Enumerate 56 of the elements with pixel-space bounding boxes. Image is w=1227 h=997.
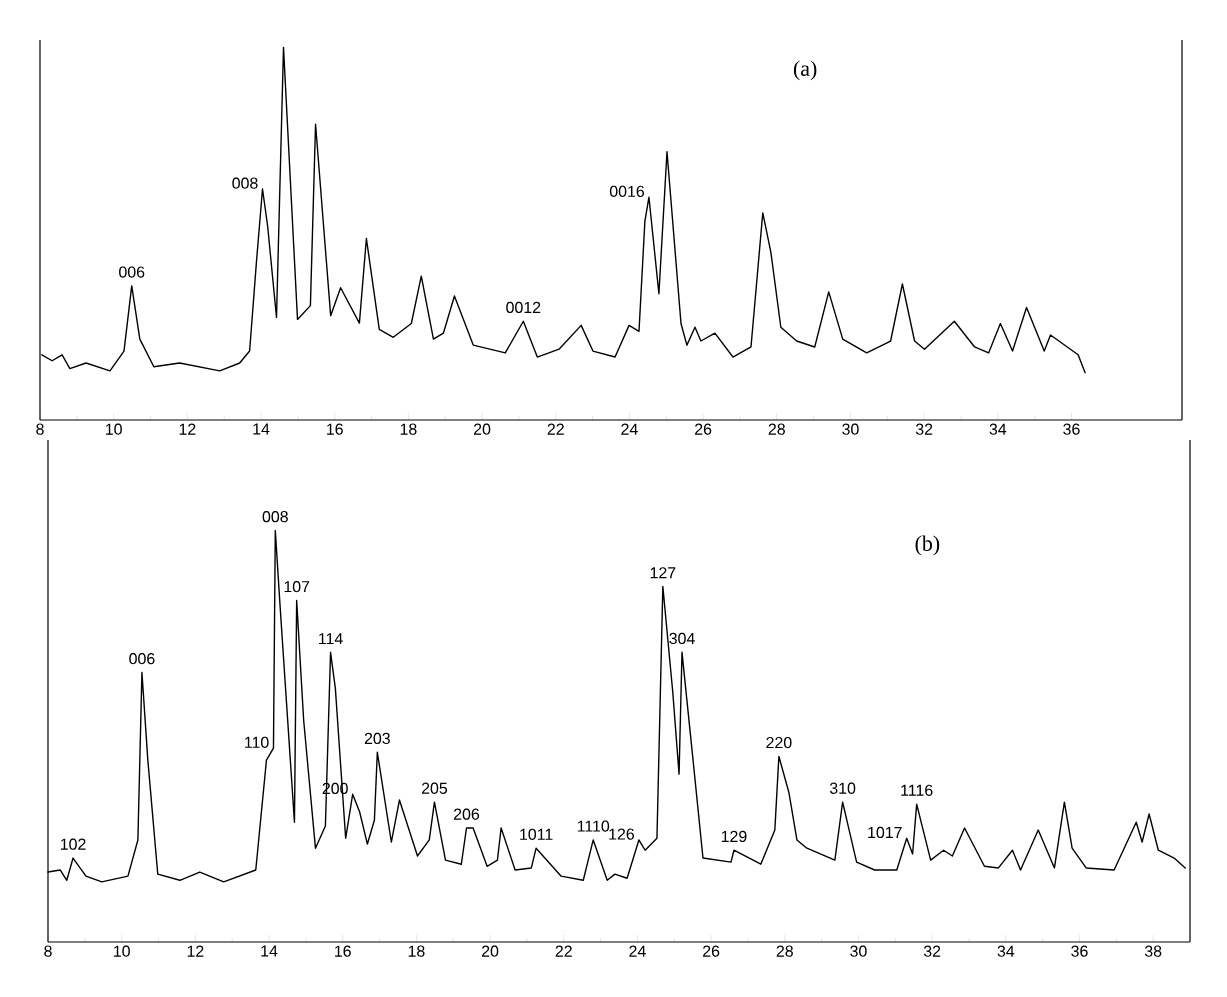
- annotation: 129: [721, 830, 747, 843]
- x-tick-label: 16: [335, 945, 351, 957]
- x-tick-label: 18: [400, 423, 417, 435]
- annotation: 304: [669, 632, 695, 645]
- annotation: 1011: [520, 828, 553, 840]
- annotation: 206: [453, 808, 480, 820]
- x-tick-label: 12: [179, 423, 196, 435]
- x-tick-label: 26: [703, 945, 720, 957]
- x-tick-label: 14: [253, 423, 270, 435]
- annotation: 205: [421, 782, 448, 794]
- text: (a): [793, 60, 817, 81]
- x-tick-label: 28: [768, 423, 785, 435]
- x-tick-label: 38: [1144, 945, 1162, 957]
- annotation: 203: [364, 732, 390, 745]
- annotation: 1116: [901, 784, 933, 796]
- annotation: 006: [119, 266, 145, 278]
- x-tick-label: 24: [621, 423, 638, 435]
- x-tick-label: 36: [1071, 945, 1088, 957]
- x-tick-label: 24: [629, 945, 646, 957]
- x-tick-label: 18: [408, 945, 425, 957]
- annotation: 0016: [609, 185, 645, 198]
- x-tick-label: 20: [474, 423, 491, 435]
- annotation: 127: [650, 567, 676, 579]
- annotation: 1017: [868, 826, 902, 839]
- annotation: 008: [232, 177, 258, 189]
- x-tick-label: 12: [187, 945, 204, 957]
- annotation: 006: [129, 653, 155, 665]
- x-tick-label: 26: [695, 423, 712, 435]
- x-tick-label: 8: [36, 423, 44, 435]
- x-tick-label: 36: [1063, 423, 1080, 435]
- x-tick-label: 14: [261, 945, 278, 957]
- x-tick-label: 22: [547, 423, 564, 435]
- x-tick-label: 28: [776, 945, 793, 957]
- x-tick-label: 20: [482, 945, 499, 957]
- chart-title: (b): [915, 535, 940, 556]
- annotation: 110: [245, 736, 269, 748]
- x-tick-label: 10: [114, 945, 130, 957]
- annotation: 126: [609, 828, 634, 840]
- annotation: 220: [766, 736, 792, 749]
- x-tick-label: 34: [997, 945, 1015, 957]
- x-tick-label: 34: [989, 423, 1007, 435]
- x-tick-label: 22: [555, 945, 572, 957]
- annotation: 102: [60, 838, 86, 850]
- annotation: 107: [284, 580, 310, 593]
- x-tick-label: 16: [327, 423, 343, 435]
- x-tick-label: 8: [44, 945, 52, 957]
- annotation: 0012: [506, 301, 541, 314]
- annotation: 114: [319, 633, 343, 645]
- x-tick-label: 32: [915, 423, 933, 435]
- x-tick-label: 30: [850, 945, 867, 957]
- x-tick-label: 32: [923, 945, 941, 957]
- x-tick-label: 30: [842, 423, 859, 435]
- annotation: 1110: [577, 820, 610, 832]
- x-tick-label: 10: [106, 423, 122, 435]
- annotation: 008: [262, 511, 288, 523]
- annotation: 310: [829, 782, 856, 794]
